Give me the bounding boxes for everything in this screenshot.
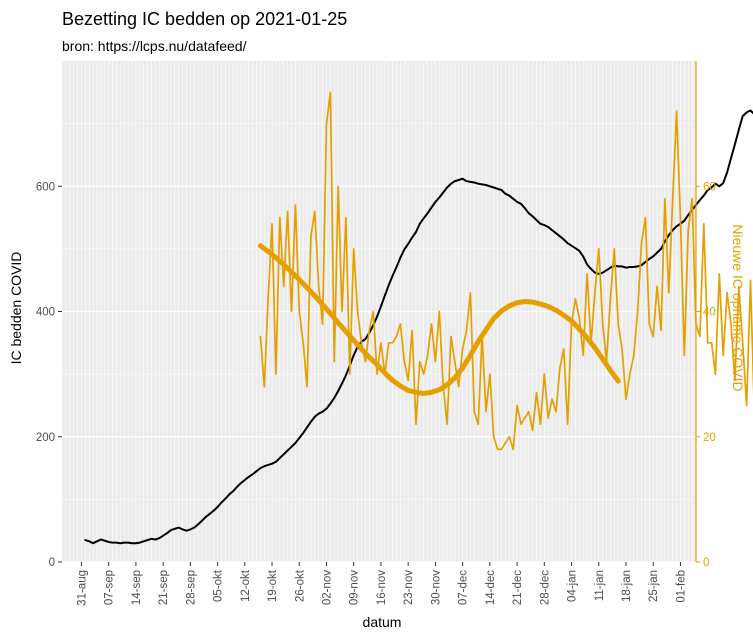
y-tick-label: 200 xyxy=(36,432,55,444)
x-tick-label: 23-nov xyxy=(403,570,415,605)
y-tick-label: 0 xyxy=(49,557,55,569)
series-layer xyxy=(84,91,753,545)
y-tick-label: 600 xyxy=(36,181,55,193)
y2-tick-label: 20 xyxy=(703,432,716,444)
x-tick-label: 25-jan xyxy=(648,570,660,602)
grid xyxy=(61,61,697,563)
x-tick-label: 14-sep xyxy=(131,570,143,605)
y-axis-title: IC bedden COVID xyxy=(8,252,24,365)
x-tick-label: 11-jan xyxy=(594,570,606,601)
x-tick-label: 05-okt xyxy=(213,569,225,602)
y-tick-label: 400 xyxy=(36,307,55,319)
x-tick-label: 28-dec xyxy=(539,570,551,605)
chart-subtitle: bron: https://lcps.nu/datafeed/ xyxy=(62,38,247,54)
x-tick-label: 21-dec xyxy=(512,570,524,605)
y-axis: 0 200 400 600 xyxy=(36,181,62,569)
x-tick-label: 14-dec xyxy=(485,570,497,605)
admissions-line xyxy=(259,91,753,451)
x-tick-label: 01-feb xyxy=(675,570,687,603)
x-tick-label: 19-okt xyxy=(267,569,279,602)
x-axis: 31-aug 07-sep 14-sep 21-sep 28-sep 05-okt 12-o… xyxy=(76,562,687,606)
x-tick-label: 07-sep xyxy=(104,570,116,605)
x-tick-label: 18-jan xyxy=(621,570,633,602)
x-tick-label: 21-sep xyxy=(158,570,170,605)
x-tick-label: 31-aug xyxy=(76,570,88,606)
y2-tick-label: 0 xyxy=(703,557,709,569)
ic-beds-line xyxy=(84,109,753,545)
x-axis-title: datum xyxy=(363,614,402,630)
y2-tick-label: 60 xyxy=(703,181,716,193)
x-tick-label: 30-nov xyxy=(430,570,442,605)
y2-axis-title: Nieuwe IC opname COVID xyxy=(730,224,746,391)
x-tick-label: 16-nov xyxy=(376,570,388,605)
x-tick-label: 07-dec xyxy=(458,570,470,605)
y2-tick-label: 40 xyxy=(703,307,716,319)
x-tick-label: 09-nov xyxy=(349,570,361,605)
smooth-trend-line xyxy=(257,243,621,396)
x-tick-label: 04-jan xyxy=(567,570,579,602)
x-tick-label: 02-nov xyxy=(321,570,333,605)
x-tick-label: 12-okt xyxy=(240,569,252,602)
x-tick-label: 28-sep xyxy=(185,570,197,605)
chart-title: Bezetting IC bedden op 2021-01-25 xyxy=(62,9,347,29)
x-tick-label: 26-okt xyxy=(294,569,306,602)
y2-axis: 0 20 40 60 xyxy=(695,61,716,569)
